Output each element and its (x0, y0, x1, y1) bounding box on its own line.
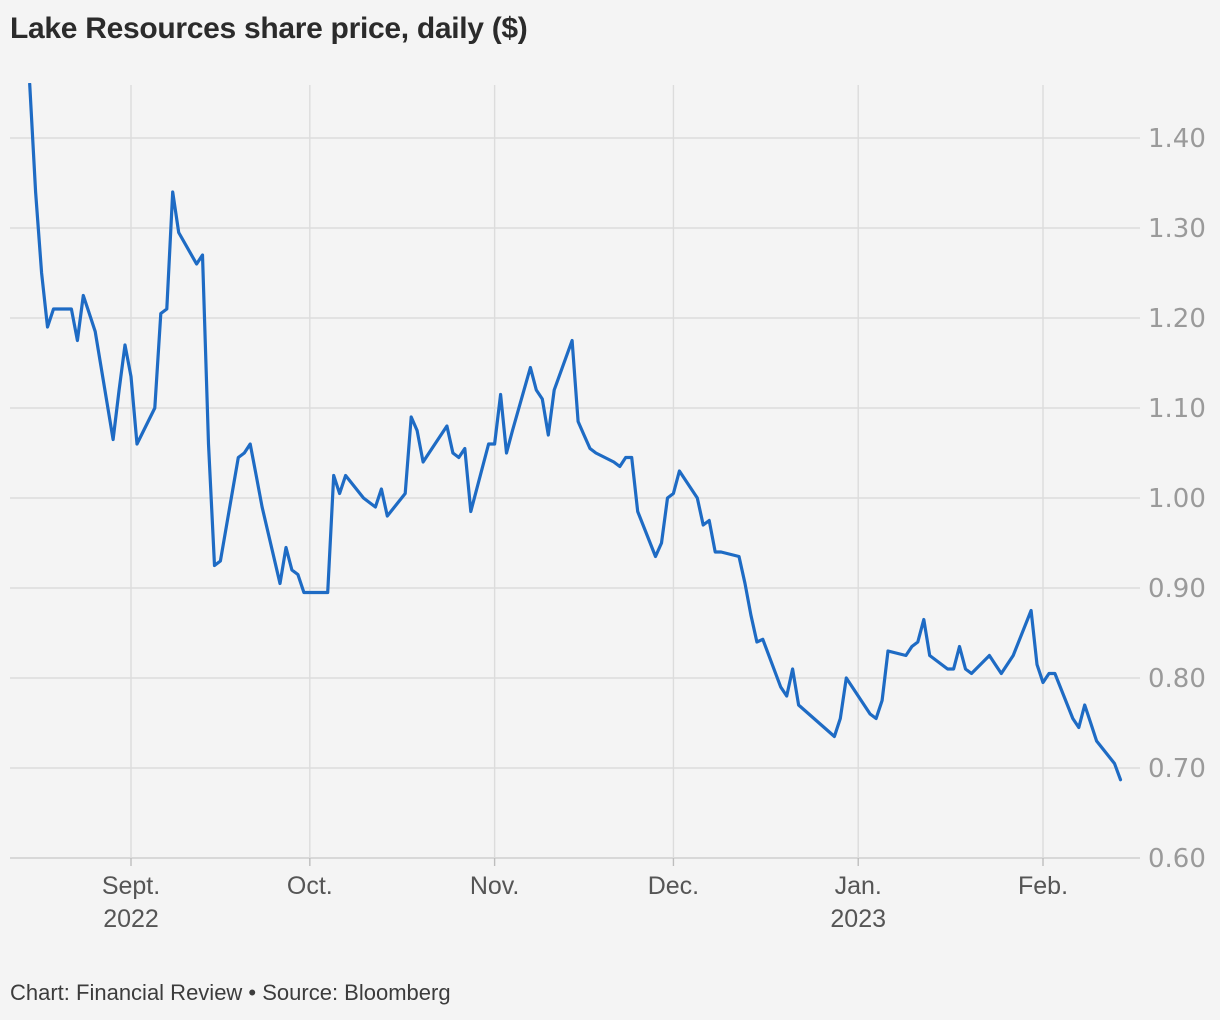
y-tick-label: 0.90 (1148, 574, 1206, 604)
x-tick-label: Feb. (1018, 872, 1068, 900)
y-tick-labels: 1.40 1.30 1.20 1.10 1.00 0.90 0.80 0.70 0.60 (1148, 124, 1206, 874)
y-tick-label: 1.10 (1148, 394, 1206, 424)
x-tick-label: Dec. (648, 872, 699, 900)
x-tick-label: Sept. (102, 872, 160, 900)
y-tick-label: 0.60 (1148, 844, 1206, 874)
chart-source-note: Chart: Financial Review • Source: Bloomb… (10, 980, 451, 1005)
x-tick-labels: Sept. 2022 Oct. Nov. Dec. Jan. 2023 Feb. (102, 872, 1068, 933)
chart-area: 1.40 1.30 1.20 1.10 1.00 0.90 0.80 0.70 0.60 Sep… (10, 83, 1206, 933)
y-tick-label: 0.80 (1148, 664, 1206, 694)
y-tick-label: 1.20 (1148, 304, 1206, 334)
y-tick-label: 1.30 (1148, 214, 1206, 244)
y-tick-label: 1.00 (1148, 484, 1206, 514)
y-tick-label: 1.40 (1148, 124, 1206, 154)
y-tick-label: 0.70 (1148, 754, 1206, 784)
chart-title: Lake Resources share price, daily ($) (10, 12, 528, 45)
x-tick-label: Nov. (470, 872, 520, 900)
x-tick-label: Jan. (835, 872, 882, 900)
x-tick-sublabel: 2023 (830, 905, 886, 933)
x-gridlines (130, 85, 1044, 866)
x-tick-sublabel: 2022 (103, 905, 159, 933)
series-layer (28, 83, 1123, 782)
series-line-share-price (28, 83, 1123, 782)
y-gridlines (10, 137, 1140, 859)
x-tick-label: Oct. (287, 872, 333, 900)
